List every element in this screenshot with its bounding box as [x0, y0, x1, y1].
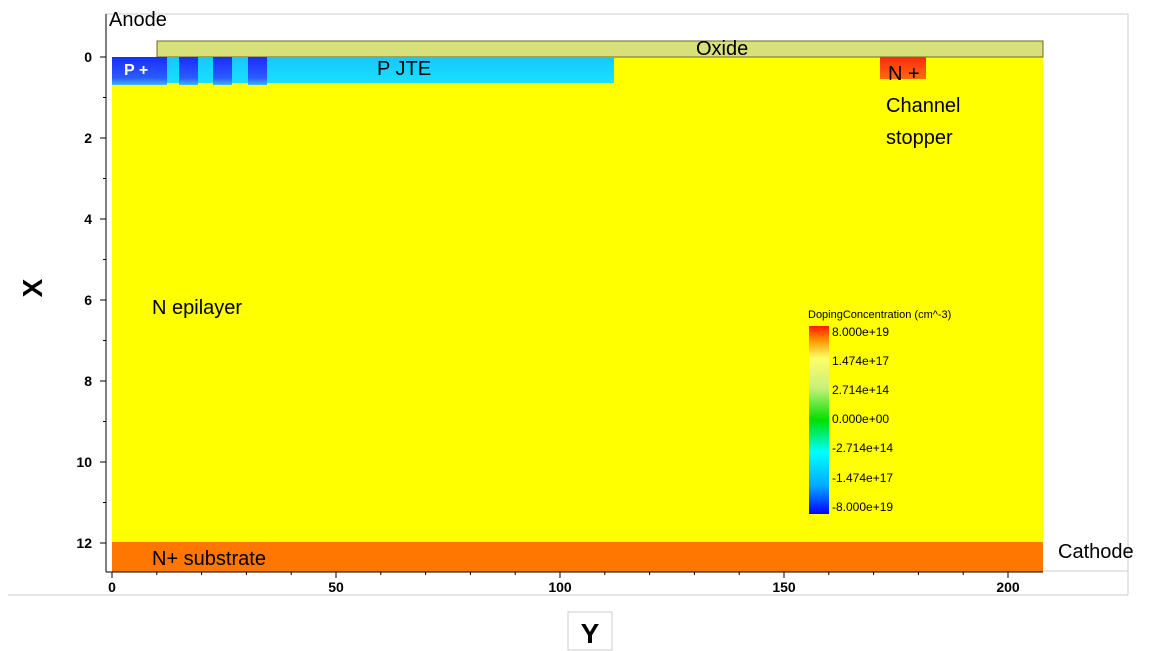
x-tick-0: 0 — [84, 49, 92, 65]
legend-value-2: 2.714e+14 — [832, 383, 889, 397]
stopper-label: stopper — [886, 127, 953, 149]
p-plus-label: P + — [124, 62, 148, 79]
y-tick-50: 50 — [328, 579, 344, 595]
oxide-region — [156, 40, 1044, 58]
legend-color-bar — [809, 326, 829, 514]
y-tick-150: 150 — [772, 579, 796, 595]
x-tick-12: 12 — [76, 535, 92, 551]
y-axis-title: Y — [581, 618, 600, 649]
x-tick-2: 2 — [84, 130, 92, 146]
n-plus-substrate-label: N+ substrate — [152, 548, 266, 570]
anode-label: Anode — [109, 9, 167, 31]
y-axis-ticks — [111, 572, 1009, 578]
n-plus-channel-stopper-region — [880, 57, 926, 79]
n-epilayer-label: N epilayer — [152, 297, 242, 319]
legend-value-1: 1.474e+17 — [832, 354, 889, 368]
p-ring-2 — [213, 57, 232, 85]
p-ring-3 — [248, 57, 267, 85]
n-epilayer-region — [112, 57, 1043, 542]
cathode-label: Cathode — [1058, 541, 1134, 563]
legend-value-4: -2.714e+14 — [832, 441, 893, 455]
legend-value-6: -8.000e+19 — [832, 500, 893, 514]
x-tick-4: 4 — [84, 211, 92, 227]
p-plus-region — [112, 57, 167, 85]
x-tick-6: 6 — [84, 292, 92, 308]
doping-legend: DopingConcentration (cm^-3) 8.000e+19 1.… — [808, 309, 951, 514]
p-ring-1 — [179, 57, 198, 85]
y-tick-0: 0 — [108, 579, 116, 595]
legend-value-0: 8.000e+19 — [832, 325, 889, 339]
x-axis-title: X — [17, 278, 48, 297]
x-tick-8: 8 — [84, 373, 92, 389]
legend-value-5: -1.474e+17 — [832, 471, 893, 485]
n-plus-label: N + — [888, 63, 920, 85]
y-axis-title-box — [567, 611, 613, 651]
x-axis-ticks — [100, 56, 106, 544]
y-tick-200: 200 — [996, 579, 1020, 595]
legend-value-3: 0.000e+00 — [832, 412, 889, 426]
oxide-label: Oxide — [696, 38, 748, 60]
p-jte-label: P JTE — [377, 58, 431, 80]
y-tick-100: 100 — [548, 579, 572, 595]
x-tick-10: 10 — [76, 454, 92, 470]
n-plus-substrate-region — [112, 542, 1043, 572]
channel-label: Channel — [886, 95, 961, 117]
legend-title: DopingConcentration (cm^-3) — [808, 309, 951, 321]
